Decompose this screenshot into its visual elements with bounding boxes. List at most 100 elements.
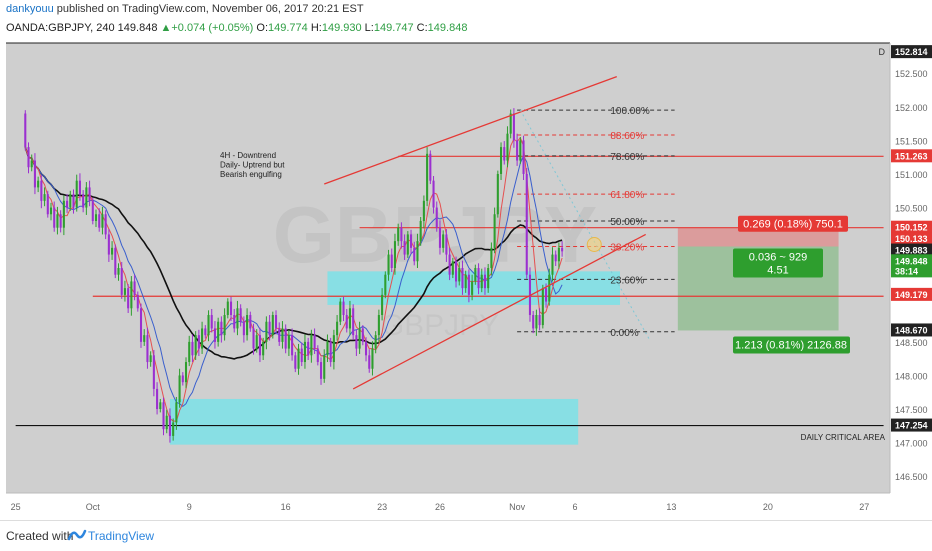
candle-body bbox=[239, 308, 242, 322]
candle-body bbox=[429, 153, 432, 181]
candle-body bbox=[165, 415, 168, 430]
candle-body bbox=[213, 328, 216, 342]
candle-body bbox=[525, 173, 528, 275]
symbol-label: OANDA:GBPJPY, 240 149.848 bbox=[6, 22, 161, 34]
high-label: H: bbox=[307, 22, 322, 34]
candle-body bbox=[40, 180, 43, 201]
price-tag-label: 152.814 bbox=[895, 47, 928, 57]
tradingview-link[interactable]: TradingView bbox=[88, 529, 155, 543]
candle-body bbox=[226, 301, 229, 316]
close-value: 149.848 bbox=[427, 22, 468, 34]
high-value: 149.930 bbox=[321, 22, 362, 34]
price-tag-label: 151.263 bbox=[895, 151, 928, 161]
footer-bar: Created with TradingView bbox=[0, 520, 932, 551]
price-tag-box bbox=[891, 264, 932, 278]
candle-body bbox=[522, 140, 525, 174]
target-label: 1.213 (0.81%) 2126.88 bbox=[735, 339, 847, 351]
x-tick-label: 13 bbox=[666, 502, 676, 512]
x-tick-label: 23 bbox=[377, 502, 387, 512]
candle-body bbox=[56, 214, 59, 228]
candle-body bbox=[496, 173, 499, 215]
candle-body bbox=[352, 308, 355, 336]
fib-level-label: 38.20% bbox=[610, 243, 644, 254]
price-tag-label: 149.883 bbox=[895, 246, 928, 256]
channel-line-2 bbox=[352, 233, 646, 390]
candle-body bbox=[201, 328, 204, 349]
candle-body bbox=[136, 294, 139, 309]
candle-body bbox=[355, 335, 358, 349]
candle-body bbox=[233, 315, 236, 329]
candle-body bbox=[72, 194, 75, 208]
price-tag-box bbox=[891, 287, 932, 301]
candle-body bbox=[265, 321, 268, 342]
y-tick-label: 151.500 bbox=[895, 136, 928, 146]
price-tag-label: 38:14 bbox=[895, 266, 918, 276]
candle-body bbox=[358, 328, 361, 349]
candle-body bbox=[422, 200, 425, 221]
demand-zone-2 bbox=[327, 271, 620, 305]
candle-body bbox=[490, 247, 493, 268]
candle-body bbox=[91, 200, 94, 221]
x-tick-label: 25 bbox=[11, 502, 21, 512]
x-tick-label: 26 bbox=[435, 502, 445, 512]
candle-body bbox=[255, 335, 258, 349]
watermark-symbol: GBPJPY bbox=[273, 190, 598, 279]
candle-body bbox=[516, 140, 519, 161]
candle-body bbox=[268, 321, 271, 336]
candle-body bbox=[287, 335, 290, 349]
price-tag-box bbox=[891, 243, 932, 257]
tradingview-logo-icon bbox=[67, 529, 87, 541]
price-tag-box bbox=[891, 323, 932, 337]
candle-body bbox=[178, 375, 181, 403]
price-tag-box bbox=[891, 220, 932, 234]
change-value: ▲+0.074 (+0.05%) bbox=[160, 22, 254, 34]
candle-body bbox=[53, 207, 56, 228]
candle-body bbox=[133, 281, 136, 295]
candle-body bbox=[127, 288, 130, 309]
ma-slow-line bbox=[24, 146, 563, 360]
projection-line bbox=[519, 109, 650, 339]
candle-body bbox=[368, 355, 371, 369]
candle-body bbox=[377, 315, 380, 336]
candle-body bbox=[66, 200, 69, 208]
price-tag-label: 149.179 bbox=[895, 290, 928, 300]
publish-text: published on TradingView.com, November 0… bbox=[53, 3, 364, 15]
candle-body bbox=[535, 315, 538, 329]
price-tag-box bbox=[891, 232, 932, 246]
stop-label-box bbox=[738, 215, 848, 232]
candle-body bbox=[371, 348, 374, 369]
x-tick-label: Oct bbox=[86, 502, 101, 512]
candle-body bbox=[364, 341, 368, 356]
y-tick-label: 152.000 bbox=[895, 103, 928, 113]
candle-body bbox=[149, 355, 152, 363]
fib-level-label: 23.60% bbox=[610, 275, 644, 286]
candle-body bbox=[561, 247, 564, 252]
candle-body bbox=[554, 254, 557, 262]
candle-body bbox=[541, 288, 544, 326]
candle-body bbox=[345, 315, 348, 329]
candle-body bbox=[413, 247, 416, 262]
candle-body bbox=[59, 214, 62, 228]
candle-body bbox=[313, 335, 316, 349]
y-tick-label: 147.500 bbox=[895, 405, 928, 415]
candle-body bbox=[24, 113, 27, 148]
time-axis bbox=[0, 493, 932, 520]
candle-body bbox=[329, 341, 332, 363]
candle-body bbox=[403, 241, 406, 255]
candle-body bbox=[454, 261, 458, 282]
candle-body bbox=[69, 194, 72, 208]
author-link[interactable]: dankyouu bbox=[6, 3, 54, 15]
candle-body bbox=[188, 341, 191, 363]
candle-body bbox=[30, 160, 33, 168]
candle-body bbox=[487, 268, 490, 289]
y-tick-label: 150.500 bbox=[895, 204, 928, 214]
current-price-highlight bbox=[586, 236, 602, 252]
candle-body bbox=[451, 261, 454, 275]
candle-body bbox=[483, 274, 487, 289]
candle-body bbox=[249, 315, 252, 329]
candle-body bbox=[544, 288, 548, 302]
candle-body bbox=[319, 362, 323, 379]
x-tick-label: 6 bbox=[572, 502, 577, 512]
position-risk-area bbox=[677, 227, 839, 247]
